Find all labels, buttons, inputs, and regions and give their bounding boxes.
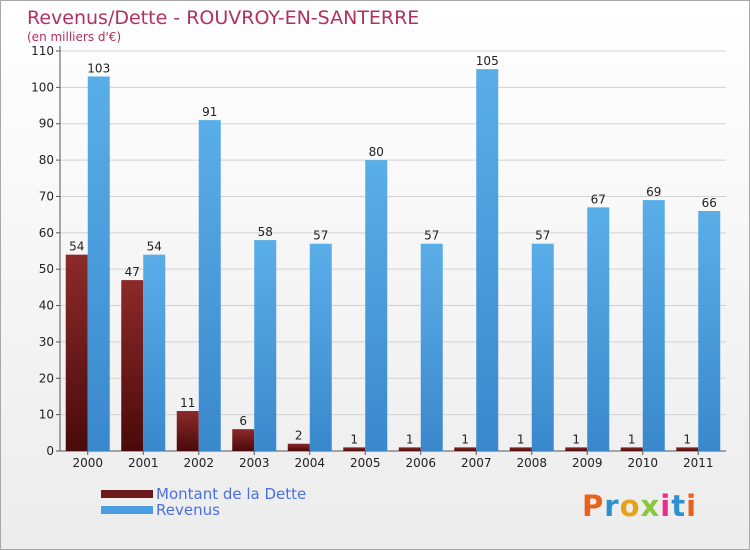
y-tick-label: 30 [39, 335, 54, 349]
x-tick-label: 2006 [405, 456, 436, 470]
bar-revenus [254, 240, 277, 451]
bar-revenus [309, 243, 332, 451]
y-tick-label: 100 [31, 80, 54, 94]
data-label-revenus: 91 [202, 105, 217, 119]
data-label-debt: 47 [125, 265, 140, 279]
y-tick-label: 50 [39, 262, 54, 276]
x-tick-label: 2009 [572, 456, 603, 470]
y-tick-label: 70 [39, 189, 54, 203]
bar-debt [398, 447, 421, 451]
data-label-debt: 6 [239, 414, 247, 428]
data-label-revenus: 67 [591, 192, 606, 206]
bar-revenus [87, 76, 110, 452]
bar-debt [509, 447, 532, 451]
x-tick-label: 2003 [239, 456, 270, 470]
data-label-revenus: 54 [147, 240, 162, 254]
y-tick-label: 10 [39, 408, 54, 422]
legend-label-revenus: Revenus [156, 501, 220, 519]
legend-swatch-revenus [101, 506, 153, 514]
bar-revenus [143, 254, 166, 451]
x-tick-label: 2002 [183, 456, 214, 470]
logo-letter: P [582, 489, 605, 523]
data-label-revenus: 103 [87, 61, 110, 75]
grid-lines [60, 50, 726, 452]
chart-title: Revenus/Dette - ROUVROY-EN-SANTERRE [27, 7, 420, 29]
data-label-debt: 1 [461, 432, 469, 446]
bar-debt [620, 447, 643, 451]
data-label-revenus: 57 [313, 229, 328, 243]
y-tick-label: 80 [39, 153, 54, 167]
y-tick-label: 110 [31, 44, 54, 58]
data-label-debt: 1 [406, 432, 414, 446]
logo-letter: x [640, 489, 661, 523]
bar-revenus [476, 69, 499, 451]
data-label-debt: 1 [572, 432, 580, 446]
bars [65, 69, 721, 452]
data-labels: 54 103 47 54 11 91 6 58 2 57 1 80 1 57 1 105 1 57 1 67 1 69 1 6… [69, 54, 717, 446]
data-label-revenus: 80 [369, 145, 384, 159]
bar-debt [65, 254, 88, 451]
x-tick-label: 2011 [683, 456, 714, 470]
bar-revenus [198, 120, 221, 451]
bar-debt [343, 447, 366, 451]
x-tick-label: 2005 [350, 456, 381, 470]
x-tick-label: 2008 [516, 456, 547, 470]
data-label-debt: 1 [628, 432, 636, 446]
data-label-debt: 54 [69, 240, 84, 254]
legend-item-debt: Montant de la Dette [101, 486, 306, 502]
y-tick-label: 0 [46, 444, 54, 458]
bar-revenus [420, 243, 443, 451]
proxiti-logo: Proxiti [582, 489, 697, 523]
chart-subtitle: (en milliers d'€) [27, 30, 122, 44]
bar-debt [232, 429, 255, 451]
data-label-revenus: 66 [702, 196, 717, 210]
bar-debt [565, 447, 588, 451]
data-label-debt: 2 [295, 429, 303, 443]
x-tick-label: 2004 [294, 456, 325, 470]
y-tick-label: 90 [39, 117, 54, 131]
axes: 0 10 20 30 40 50 60 70 80 90 100 110 2000 2001 2002 200… [31, 44, 726, 470]
logo-letter: t [671, 489, 687, 523]
y-tick-label: 40 [39, 299, 54, 313]
bar-debt [676, 447, 699, 451]
bar-revenus [587, 207, 610, 451]
logo-letter: i [660, 489, 672, 523]
data-label-debt: 1 [517, 432, 525, 446]
bar-debt [121, 280, 144, 451]
y-tick-label: 20 [39, 371, 54, 385]
bar-debt [176, 411, 199, 451]
x-tick-label: 2001 [128, 456, 159, 470]
data-label-debt: 1 [350, 432, 358, 446]
bar-revenus [531, 243, 554, 451]
bar-revenus [365, 160, 388, 451]
x-tick-label: 2007 [461, 456, 492, 470]
data-label-revenus: 57 [535, 229, 550, 243]
data-label-debt: 11 [180, 396, 195, 410]
data-label-revenus: 105 [476, 54, 499, 68]
data-label-revenus: 57 [424, 229, 439, 243]
bar-revenus [698, 211, 721, 451]
data-label-revenus: 58 [258, 225, 273, 239]
data-label-revenus: 69 [646, 185, 661, 199]
x-tick-label: 2010 [627, 456, 658, 470]
logo-letter: i [686, 489, 698, 523]
legend-item-revenus: Revenus [101, 502, 220, 518]
logo-letter: o [619, 489, 641, 523]
legend-swatch-debt [101, 490, 153, 498]
bar-revenus [642, 200, 665, 451]
bar-debt [287, 443, 310, 451]
legend-label-debt: Montant de la Dette [156, 485, 307, 503]
y-tick-label: 60 [39, 226, 54, 240]
x-tick-label: 2000 [72, 456, 103, 470]
bar-debt [454, 447, 477, 451]
data-label-debt: 1 [683, 432, 691, 446]
logo-letter: r [604, 489, 620, 523]
